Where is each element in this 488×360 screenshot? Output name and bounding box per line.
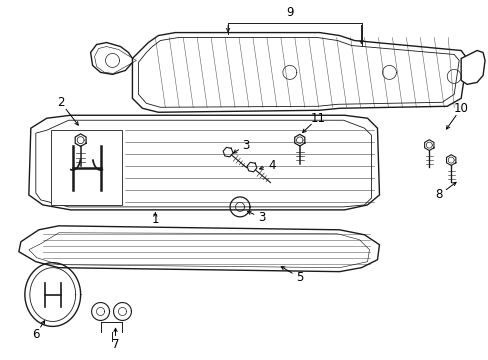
Text: 8: 8: [435, 188, 442, 202]
Text: 6: 6: [32, 328, 40, 341]
Text: 4: 4: [267, 158, 275, 172]
Polygon shape: [19, 226, 379, 272]
Bar: [51, 130, 122, 205]
Text: 5: 5: [296, 271, 303, 284]
Text: 2: 2: [57, 96, 64, 109]
Text: 3: 3: [258, 211, 265, 224]
Polygon shape: [132, 32, 466, 112]
Text: 10: 10: [453, 102, 468, 115]
Text: 11: 11: [309, 112, 325, 125]
Text: 1: 1: [151, 213, 159, 226]
Polygon shape: [29, 115, 379, 210]
Text: 9: 9: [285, 6, 293, 19]
Text: 3: 3: [242, 139, 249, 152]
Polygon shape: [460, 50, 484, 84]
Polygon shape: [90, 42, 132, 75]
Text: 7: 7: [112, 338, 119, 351]
